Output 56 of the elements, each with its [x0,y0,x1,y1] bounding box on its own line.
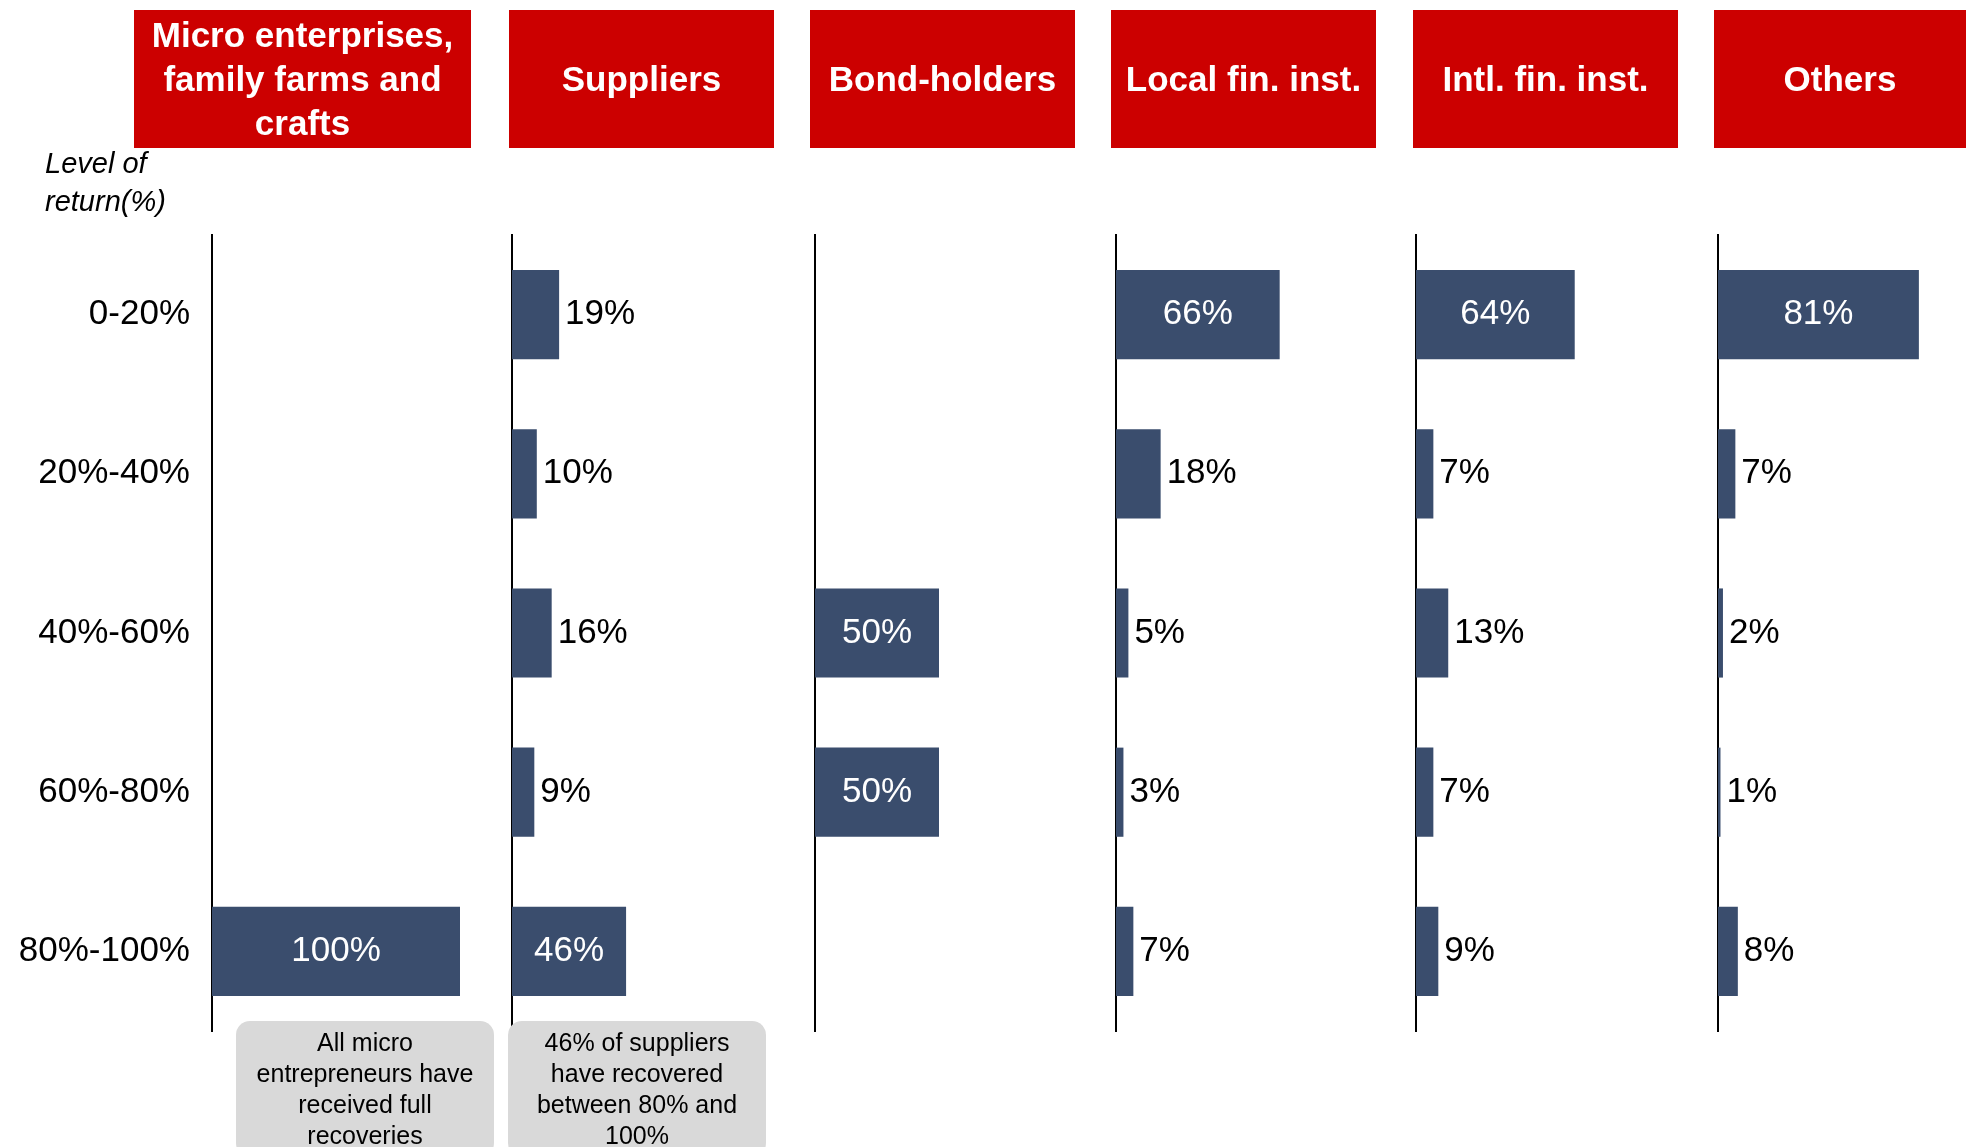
y-tick-label: 40%-60% [38,610,190,650]
data-label: 16% [557,610,628,650]
data-label: 13% [1454,610,1525,650]
chart-title: Local fin. inst. [1111,10,1376,148]
data-label: 9% [1444,929,1495,969]
y-tick-label: 20%-40% [38,451,190,491]
chart-title: Bond-holders [810,10,1075,148]
data-label: 5% [1134,610,1185,650]
y-tick-label: 80%-100% [18,929,190,969]
chart-title: Intl. fin. inst. [1413,10,1678,148]
bar [1116,747,1124,837]
bar [1116,429,1161,519]
bar [1718,906,1738,996]
data-label: 9% [540,769,591,809]
chart-title: Micro enterprises, family farms and crafts [134,10,471,148]
data-label: 1% [1726,769,1778,809]
data-label: 50% [841,610,913,650]
bar [512,906,627,996]
bar [1718,270,1919,360]
bar [1416,270,1575,360]
bar [512,588,552,678]
data-label: 10% [542,451,613,491]
chart-title: Others [1714,10,1966,148]
bar [1416,588,1449,678]
data-label: 66% [1162,292,1233,332]
data-label: 81% [1783,292,1854,332]
bar [1416,429,1434,519]
bar [1116,270,1280,360]
bar [512,747,535,837]
data-label: 7% [1439,451,1490,491]
data-label: 19% [565,292,636,332]
data-label: 46% [534,929,605,969]
bar [1416,906,1439,996]
y-tick-label: 0-20% [88,292,190,332]
annotation: 46% of suppliers have recovered between 80% and 100% [508,1021,766,1147]
bar [512,429,537,519]
y-tick-label: 60%-80% [38,769,190,809]
data-label: 7% [1439,769,1490,809]
data-label: 7% [1139,929,1190,969]
data-label: 50% [841,769,913,809]
bar [1718,429,1736,519]
bar [512,270,560,360]
bar [1116,906,1134,996]
data-label: 7% [1741,451,1792,491]
bar [1116,588,1129,678]
data-label: 3% [1129,769,1181,809]
data-label: 64% [1460,292,1531,332]
annotation: All micro entrepreneurs have received full recoveries [236,1021,494,1147]
chart-title: Suppliers [509,10,774,148]
bar [1416,747,1434,837]
data-label: 8% [1743,929,1795,969]
data-label: 100% [291,929,381,969]
bar [1718,588,1723,678]
data-label: 18% [1166,451,1237,491]
y-axis-title: Level of return(%) [45,146,167,219]
data-label: 2% [1728,610,1780,650]
